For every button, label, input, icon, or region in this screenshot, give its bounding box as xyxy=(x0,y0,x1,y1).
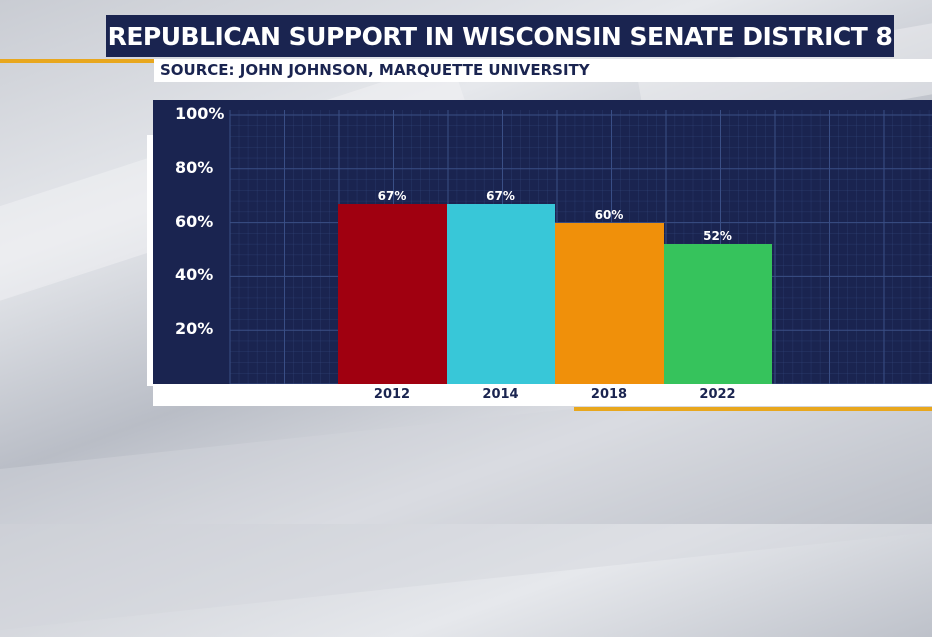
bar-value-label: 52% xyxy=(703,229,732,244)
x-tick-label: 2022 xyxy=(699,387,736,402)
y-tick-label: 20% xyxy=(175,319,214,339)
source-caption: SOURCE: JOHN JOHNSON, MARQUETTE UNIVERSI… xyxy=(154,59,932,82)
bar-2014 xyxy=(446,203,555,384)
bar-2018 xyxy=(555,222,664,384)
x-tick-label: 2018 xyxy=(590,387,628,402)
accent-line xyxy=(574,407,932,411)
x-tick-label: 2012 xyxy=(373,387,411,402)
bar-2022 xyxy=(663,244,772,384)
chart-panel: 100% 80% 60% 40% 20% 67% 67% 60% 52% 2012 2014 20… xyxy=(153,100,932,406)
bar-value-label: 67% xyxy=(377,188,407,203)
y-tick-label: 100% xyxy=(175,104,225,123)
bar-2012 xyxy=(338,203,447,384)
y-tick-label: 60% xyxy=(175,211,214,231)
bar-value-label: 60% xyxy=(594,207,624,222)
y-tick-label: 40% xyxy=(175,265,214,285)
x-tick-label: 2014 xyxy=(482,387,519,402)
accent-line xyxy=(0,59,154,63)
chart-title: REPUBLICAN SUPPORT IN WISCONSIN SENATE D… xyxy=(106,15,894,57)
bar-value-label: 67% xyxy=(486,188,515,203)
panel-edge xyxy=(147,135,153,386)
x-axis-strip xyxy=(153,384,932,406)
y-tick-label: 80% xyxy=(175,157,214,177)
